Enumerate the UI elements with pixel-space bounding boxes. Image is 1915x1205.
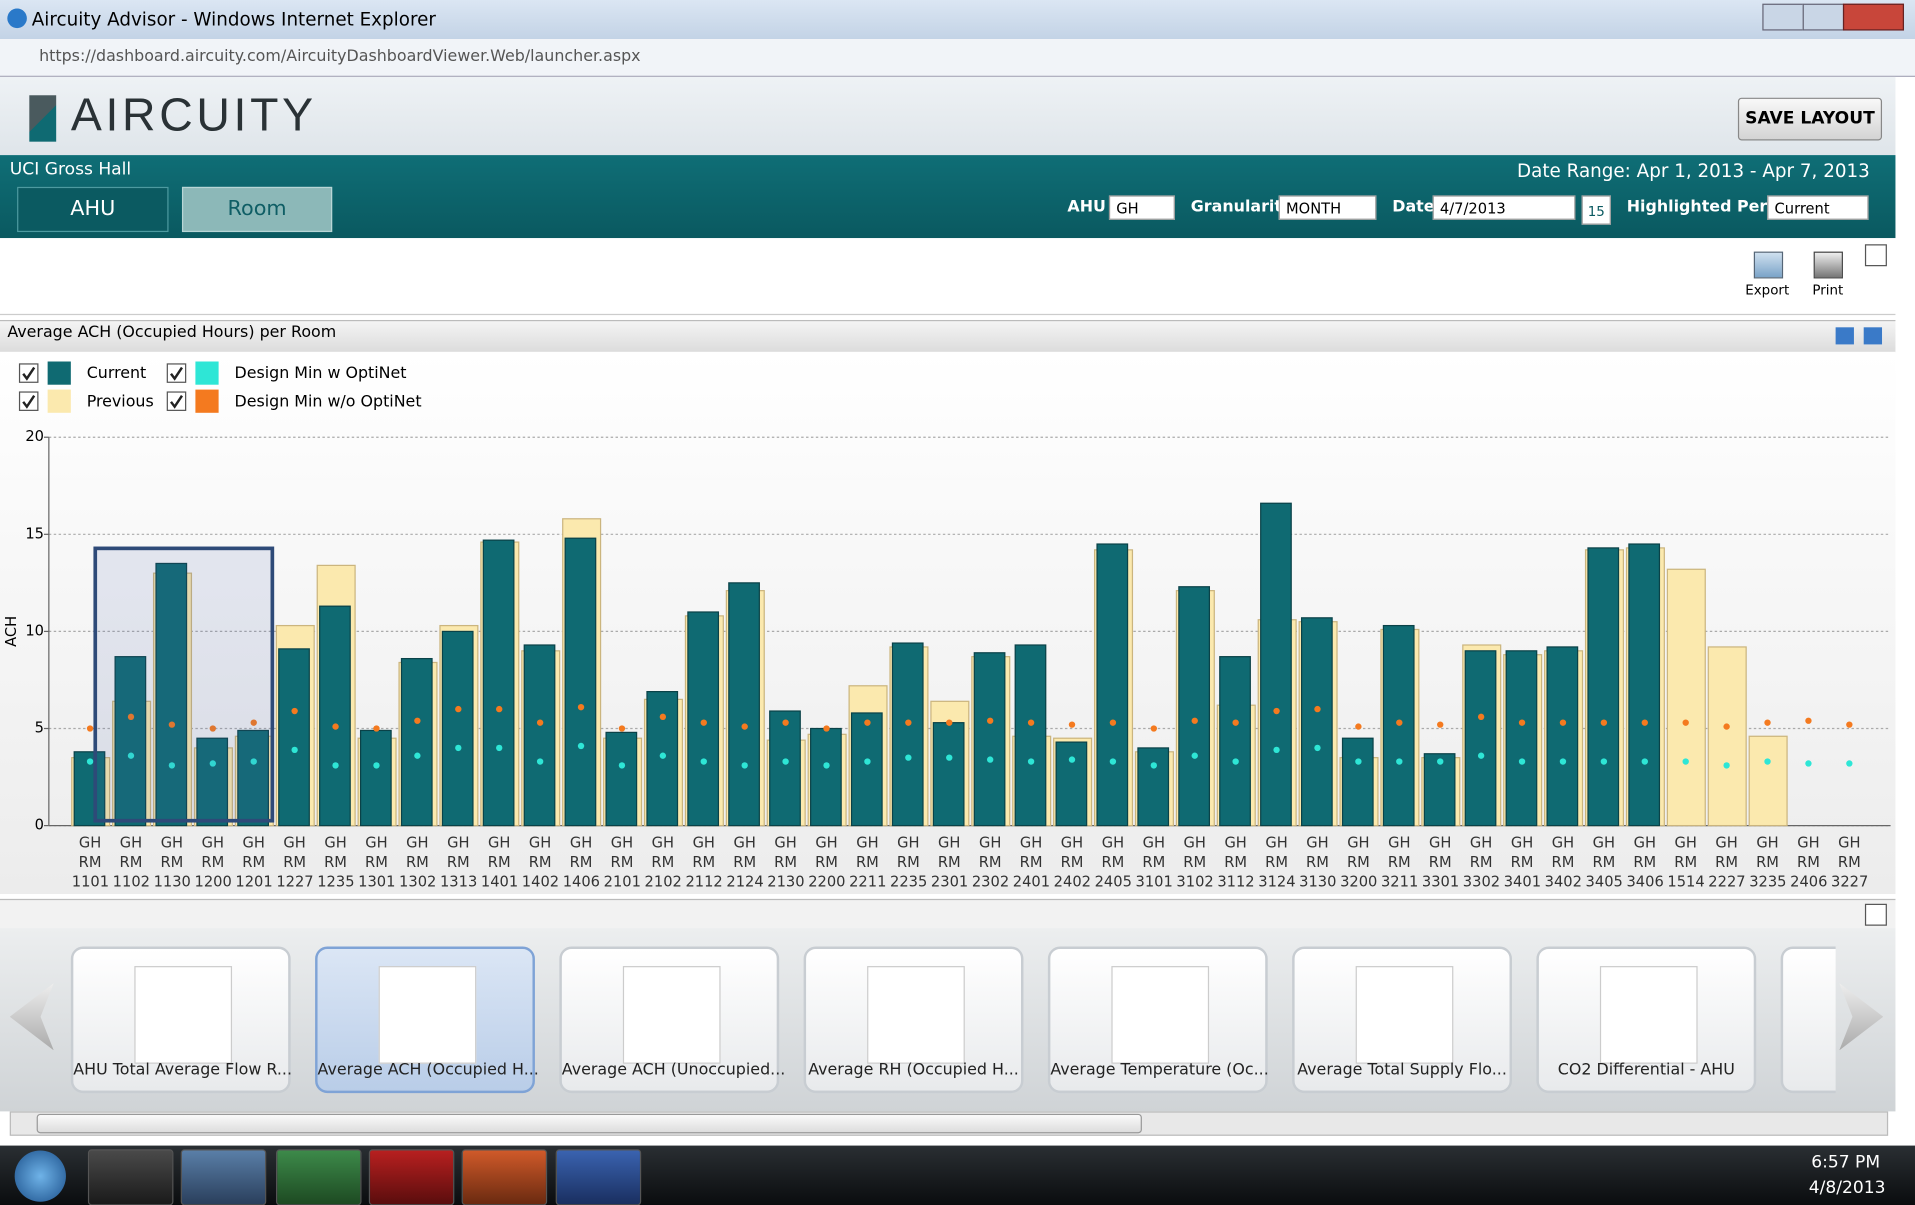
point xyxy=(1846,760,1852,766)
thumbnail-card[interactable]: Average ACH (Unoccupied... xyxy=(559,947,779,1094)
point xyxy=(1846,721,1852,727)
thumbnail-label: Average ACH (Occupied H... xyxy=(318,1061,533,1079)
thumbnail-card[interactable]: IEQ Su xyxy=(1781,947,1836,1094)
acrobat-button[interactable] xyxy=(369,1149,454,1205)
thumbnail-image xyxy=(379,966,477,1064)
thumbnail-card[interactable]: Average Temperature (Oc... xyxy=(1048,947,1268,1094)
thumbnails: AHU Total Average Flow R... Average ACH (… xyxy=(61,0,1836,1205)
thumbnail-image xyxy=(867,966,965,1064)
pin[interactable] xyxy=(1865,904,1887,926)
thumbnail-label: CO2 Differential - AHU xyxy=(1539,1061,1754,1079)
thumbnail-label: Average ACH (Unoccupied... xyxy=(562,1061,777,1079)
thumbnail-card[interactable]: Average RH (Occupied H... xyxy=(804,947,1024,1094)
clock-time[interactable]: 6:57 PM xyxy=(1811,1153,1880,1173)
thumbnail-card[interactable]: CO2 Differential - AHU xyxy=(1536,947,1756,1094)
y-tick-label: 15 xyxy=(25,525,44,542)
ie-button[interactable] xyxy=(181,1149,266,1205)
explorer-button[interactable] xyxy=(88,1149,173,1205)
thumbnail-card[interactable]: AHU Total Average Flow R... xyxy=(71,947,291,1094)
y-axis-title: ACH xyxy=(3,616,20,647)
thumbnail-card[interactable]: Average ACH (Occupied H... xyxy=(315,947,535,1094)
thumbnail-image xyxy=(1600,966,1698,1064)
y-tick-label: 20 xyxy=(25,428,44,445)
scroll-thumb[interactable] xyxy=(37,1114,1142,1134)
thumbnail-image xyxy=(1111,966,1209,1064)
powerpoint-button[interactable] xyxy=(462,1149,547,1205)
thumbnail-image xyxy=(134,966,232,1064)
x-tick-label: GH RM 3227 xyxy=(1831,833,1868,892)
thumbnail-image xyxy=(1356,966,1454,1064)
thumbnail-image xyxy=(623,966,721,1064)
screen: Aircuity Advisor - Windows Internet Expl… xyxy=(0,0,1915,1205)
page: Aircuity Advisor - Windows Internet Expl… xyxy=(0,0,1915,1205)
legend-checkbox[interactable] xyxy=(20,392,38,410)
thumbnail-label: AHU Total Average Flow R... xyxy=(73,1061,288,1079)
clock-date[interactable]: 4/8/2013 xyxy=(1809,1179,1886,1199)
thumbnail-label: IEQ Su xyxy=(1783,1061,1836,1079)
legend-checkbox[interactable] xyxy=(20,364,38,382)
thumbnail-label: Average Temperature (Oc... xyxy=(1050,1061,1265,1079)
excel-button[interactable] xyxy=(276,1149,361,1205)
y-tick-label: 10 xyxy=(25,622,44,639)
word-button[interactable] xyxy=(556,1149,641,1205)
y-tick-label: 0 xyxy=(35,817,44,834)
y-tick-label: 5 xyxy=(35,720,44,737)
start-button[interactable] xyxy=(15,1150,66,1201)
thumbnail-card[interactable]: Average Total Supply Flo... xyxy=(1292,947,1512,1094)
thumbnail-label: Average Total Supply Flo... xyxy=(1295,1061,1510,1079)
thumbnail-label: Average RH (Occupied H... xyxy=(806,1061,1021,1079)
